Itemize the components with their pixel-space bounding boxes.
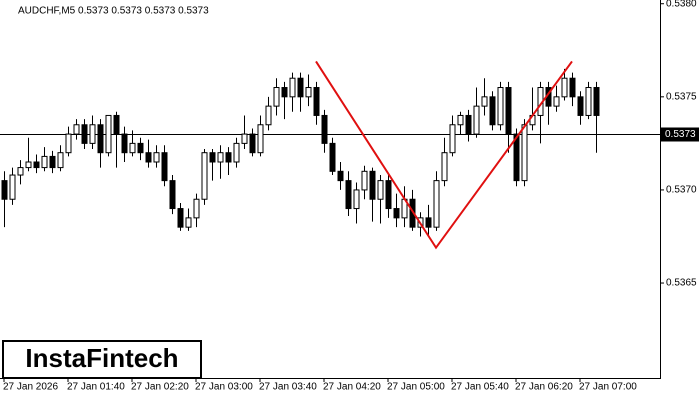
candle-body (249, 133, 256, 154)
candle-body (41, 155, 48, 169)
candle-body (345, 180, 352, 210)
x-tick-label: 27 Jan 07:00 (579, 382, 637, 393)
candle-body (569, 77, 576, 98)
candle-body (169, 180, 176, 210)
candle-body (225, 152, 232, 163)
candle-body (137, 142, 144, 154)
x-tick-label: 27 Jan 06:20 (515, 382, 573, 393)
candle-body (457, 114, 464, 126)
candle-body (385, 180, 392, 210)
candle-body (273, 87, 280, 107)
candle-body (321, 114, 328, 144)
candle-body (297, 77, 304, 98)
pattern-line (315, 60, 573, 250)
candle-body (121, 133, 128, 154)
candle-body (129, 142, 136, 154)
candle-body (209, 152, 216, 163)
y-tick-label: 0.5375 (666, 91, 697, 102)
x-tick-label: 27 Jan 02:20 (131, 382, 189, 393)
candle-body (377, 180, 384, 200)
candle-body (177, 208, 184, 228)
y-tick-label: 0.5365 (666, 278, 697, 289)
candle-body (233, 142, 240, 163)
candle-body (393, 208, 400, 219)
x-tick-label: 27 Jan 01:40 (67, 382, 125, 393)
candle-body (585, 87, 592, 116)
candle-body (25, 161, 32, 169)
candle-body (281, 87, 288, 98)
x-tick-label: 27 Jan 2026 (3, 382, 58, 393)
candle-body (553, 96, 560, 107)
candle-body (425, 217, 432, 228)
candle-body (57, 152, 64, 169)
candle-body (185, 217, 192, 228)
candle-body (161, 152, 168, 182)
candle-body (353, 189, 360, 210)
x-tick-label: 27 Jan 03:00 (195, 382, 253, 393)
candle-body (465, 114, 472, 135)
candle-body (521, 124, 528, 182)
candle-body (33, 161, 40, 169)
candle-body (441, 152, 448, 182)
current-price-label: 0.5373 (665, 129, 696, 140)
candle-body (313, 87, 320, 116)
candle-body (201, 152, 208, 200)
candle-body (433, 180, 440, 228)
candle-body (73, 124, 80, 135)
candle-body (481, 96, 488, 107)
candle-body (289, 77, 296, 98)
candle-body (593, 87, 600, 116)
candle-body (513, 133, 520, 182)
current-price-box (661, 127, 699, 142)
candle-body (89, 124, 96, 144)
candle-body (473, 105, 480, 135)
candle-body (217, 152, 224, 163)
candle-body (241, 133, 248, 144)
y-tick-label: 0.5370 (666, 185, 697, 196)
candle-body (305, 87, 312, 98)
candle-body (505, 87, 512, 135)
x-tick-label: 27 Jan 03:40 (259, 382, 317, 393)
candle-body (9, 174, 16, 200)
candle-body (65, 133, 72, 154)
x-tick-label: 27 Jan 05:00 (387, 382, 445, 393)
candle-body (153, 152, 160, 163)
x-tick-label: 27 Jan 05:40 (451, 382, 509, 393)
candle-body (577, 96, 584, 116)
candle-body (257, 124, 264, 154)
candle-body (369, 170, 376, 200)
candle-body (329, 142, 336, 172)
y-tick-label: 0.5380 (666, 0, 697, 9)
watermark: InstaFintech (25, 343, 178, 373)
candle-body (1, 180, 8, 200)
candle-body (337, 170, 344, 182)
candle-body (561, 77, 568, 98)
candle-body (489, 96, 496, 126)
candle-body (265, 105, 272, 126)
candle-body (497, 87, 504, 126)
candle-body (113, 114, 120, 135)
candle-body (105, 114, 112, 154)
candle-body (49, 155, 56, 169)
candle-body (193, 198, 200, 219)
candle-body (449, 124, 456, 154)
candle-body (81, 124, 88, 144)
watermark-box (2, 340, 202, 379)
candle-body (361, 170, 368, 191)
candle-body (409, 198, 416, 228)
candle-body (17, 167, 24, 176)
candle-body (145, 152, 152, 163)
candle-body (97, 124, 104, 154)
x-tick-label: 27 Jan 04:20 (323, 382, 381, 393)
chart-title: AUDCHF,M5 0.5373 0.5373 0.5373 0.5373 (18, 6, 209, 17)
